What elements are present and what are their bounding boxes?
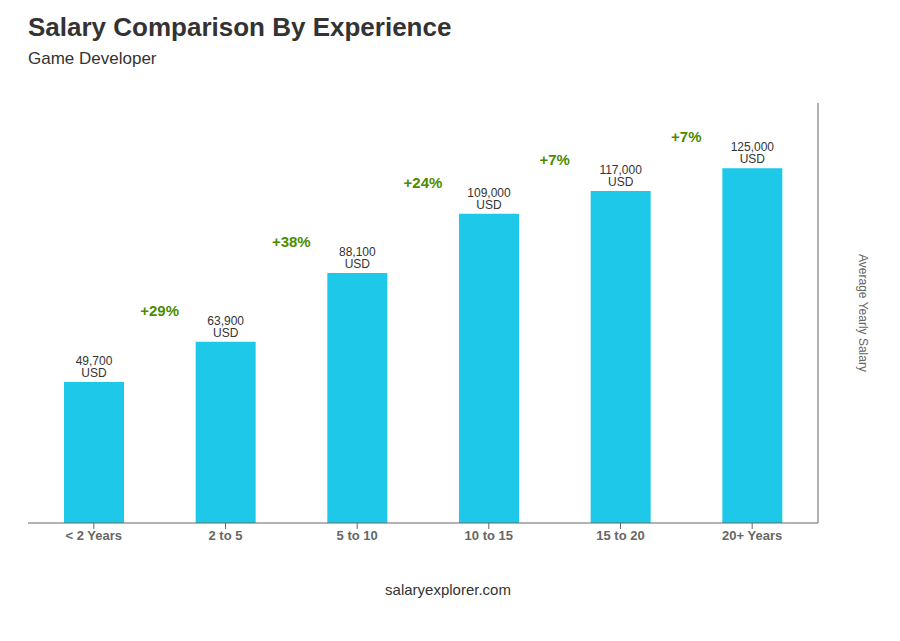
svg-text:117,000USD: 117,000USD — [599, 163, 642, 189]
svg-text:2 to 5: 2 to 5 — [209, 528, 243, 543]
html-text:Salary Comparison By Experienc: Salary Comparison By Experience — [28, 12, 452, 42]
svg-text:10 to 15: 10 to 15 — [465, 528, 513, 543]
html-text:salaryexplorer.com: salaryexplorer.com — [385, 581, 511, 598]
svg-text:+7%: +7% — [539, 151, 569, 168]
html-text:Game Developer: Game Developer — [28, 49, 157, 68]
svg-text:15 to 20: 15 to 20 — [596, 528, 644, 543]
svg-text:+38%: +38% — [272, 233, 311, 250]
svg-text:49,700USD: 49,700USD — [76, 354, 113, 380]
svg-text:88,100USD: 88,100USD — [339, 245, 376, 271]
svg-text:+29%: +29% — [140, 302, 179, 319]
svg-text:Average Yearly Salary: Average Yearly Salary — [856, 254, 870, 372]
svg-text:20+ Years: 20+ Years — [722, 528, 782, 543]
svg-text:109,000USD: 109,000USD — [467, 186, 511, 212]
svg-text:5 to 10: 5 to 10 — [337, 528, 378, 543]
svg-text:< 2 Years: < 2 Years — [66, 528, 123, 543]
svg-text:+7%: +7% — [671, 128, 701, 145]
svg-text:63,900USD: 63,900USD — [207, 314, 244, 340]
svg-text:125,000USD: 125,000USD — [731, 140, 775, 166]
svg-text:+24%: +24% — [404, 174, 443, 191]
